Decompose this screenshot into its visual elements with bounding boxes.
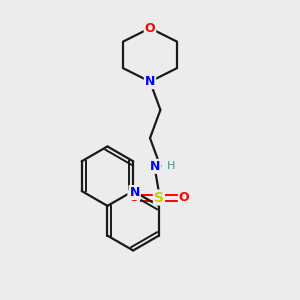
- Text: N: N: [145, 75, 155, 88]
- Text: N: N: [150, 160, 160, 173]
- Text: O: O: [179, 191, 190, 204]
- Text: N: N: [130, 186, 140, 199]
- Text: O: O: [128, 191, 139, 204]
- Text: S: S: [154, 190, 164, 205]
- Text: H: H: [167, 161, 175, 171]
- Text: O: O: [145, 22, 155, 34]
